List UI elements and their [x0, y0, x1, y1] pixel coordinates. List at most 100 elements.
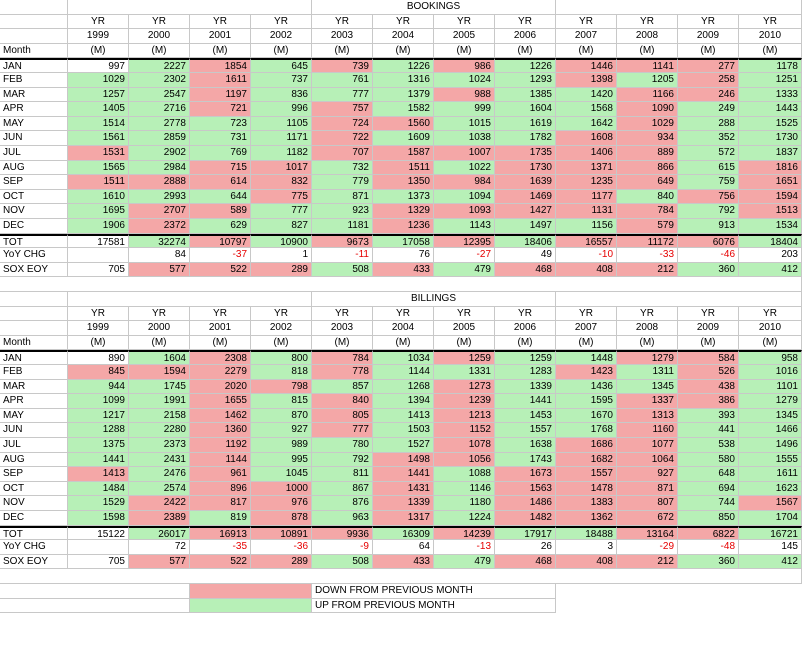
billings-value-cell: 1064 — [617, 452, 678, 468]
bookings-yr-label: YR — [373, 14, 434, 30]
bookings-value-cell: 1029 — [617, 116, 678, 132]
bookings-units-header: (M) — [129, 43, 190, 59]
billings-value-cell: 840 — [312, 394, 373, 409]
bookings-value-cell: 739 — [312, 58, 373, 73]
billings-year-header: 2008 — [617, 321, 678, 336]
bookings-value-cell: 871 — [312, 189, 373, 205]
billings-row-label: DEC — [0, 511, 68, 526]
billings-value-cell: 1563 — [495, 481, 556, 497]
bookings-value-cell: 572 — [678, 146, 739, 161]
billings-units-header: (M) — [617, 335, 678, 351]
billings-title: BILLINGS — [312, 292, 556, 307]
bookings-value-cell: 1619 — [495, 116, 556, 132]
billings-value-cell: 1448 — [556, 350, 617, 365]
bookings-value-cell: 1017 — [251, 160, 312, 176]
bookings-value-cell: 203 — [739, 248, 802, 263]
bookings-value-cell: 721 — [190, 102, 251, 117]
bookings-value-cell: 1730 — [495, 160, 556, 176]
billings-value-cell: 1268 — [373, 379, 434, 395]
bookings-year-header: 2002 — [251, 29, 312, 44]
billings-units-header: (M) — [495, 335, 556, 351]
billings-value-cell: 1441 — [373, 467, 434, 482]
bookings-year-header: 2009 — [678, 29, 739, 44]
billings-value-cell: 705 — [68, 554, 129, 570]
billings-value-cell: 857 — [312, 379, 373, 395]
billings-value-cell: -35 — [190, 540, 251, 555]
billings-value-cell: 212 — [617, 554, 678, 570]
bookings-value-cell: 1015 — [434, 116, 495, 132]
billings-value-cell: 1273 — [434, 379, 495, 395]
bookings-value-cell: 1373 — [373, 189, 434, 205]
billings-value-cell: 10891 — [251, 525, 312, 541]
billings-year-header: 2004 — [373, 321, 434, 336]
bookings-value-cell: 2707 — [129, 204, 190, 219]
billings-value-cell: 2389 — [129, 511, 190, 526]
billings-value-cell: 1088 — [434, 467, 495, 482]
billings-value-cell: 468 — [495, 554, 556, 570]
bookings-yr-label: YR — [129, 14, 190, 30]
bookings-value-cell: 1837 — [739, 146, 802, 161]
billings-value-cell: 6822 — [678, 525, 739, 541]
bookings-value-cell: 84 — [129, 248, 190, 263]
bookings-value-cell: 731 — [190, 131, 251, 146]
bookings-value-cell: -10 — [556, 248, 617, 263]
billings-value-cell: 26017 — [129, 525, 190, 541]
legend-up-swatch — [190, 598, 312, 614]
bookings-value-cell: 649 — [617, 175, 678, 190]
bookings-value-cell: 1178 — [739, 58, 802, 73]
bookings-value-cell — [68, 248, 129, 263]
billings-value-cell: 1101 — [739, 379, 802, 395]
bookings-row-label: JUL — [0, 146, 68, 161]
bookings-value-cell: 412 — [739, 262, 802, 278]
billings-title-blank-left — [68, 292, 312, 307]
billings-value-cell: 1313 — [617, 408, 678, 424]
billings-row-label: MAY — [0, 408, 68, 424]
billings-yr-label: YR — [678, 306, 739, 322]
bookings-units-header: (M) — [739, 43, 802, 59]
bookings-value-cell: 11172 — [617, 233, 678, 249]
bookings-row-label: MAR — [0, 87, 68, 103]
billings-value-cell: 577 — [129, 554, 190, 570]
billings-units-header: (M) — [312, 335, 373, 351]
bookings-value-cell: 1038 — [434, 131, 495, 146]
billings-value-cell: 14239 — [434, 525, 495, 541]
billings-value-cell: 1317 — [373, 511, 434, 526]
billings-yr-label: YR — [190, 306, 251, 322]
billings-year-header: 2006 — [495, 321, 556, 336]
bookings-year-header: 2006 — [495, 29, 556, 44]
bookings-value-cell: 1226 — [373, 58, 434, 73]
bookings-value-cell: 18406 — [495, 233, 556, 249]
billings-value-cell: 360 — [678, 554, 739, 570]
billings-value-cell: 798 — [251, 379, 312, 395]
bookings-units-header: (M) — [434, 43, 495, 59]
bookings-value-cell: 1582 — [373, 102, 434, 117]
bookings-value-cell: 761 — [312, 73, 373, 88]
billings-value-cell: 1431 — [373, 481, 434, 497]
legend-up-label: UP FROM PREVIOUS MONTH — [312, 598, 556, 614]
billings-value-cell: 1478 — [556, 481, 617, 497]
bookings-value-cell: 16557 — [556, 233, 617, 249]
billings-value-cell: 1339 — [373, 496, 434, 511]
billings-yr-label: YR — [251, 306, 312, 322]
billings-value-cell: 744 — [678, 496, 739, 511]
bookings-row-label: AUG — [0, 160, 68, 176]
billings-value-cell: 1345 — [617, 379, 678, 395]
billings-value-cell: 1339 — [495, 379, 556, 395]
bookings-value-cell: -33 — [617, 248, 678, 263]
bookings-units-header: (M) — [373, 43, 434, 59]
bookings-row-label: NOV — [0, 204, 68, 219]
billings-value-cell: 890 — [68, 350, 129, 365]
billings-units-header: (M) — [556, 335, 617, 351]
billings-value-cell: 1283 — [495, 365, 556, 380]
bookings-value-cell: 1316 — [373, 73, 434, 88]
bookings-value-cell: 1105 — [251, 116, 312, 132]
bookings-value-cell: 2984 — [129, 160, 190, 176]
bookings-row-label: SEP — [0, 175, 68, 190]
billings-value-cell: 1527 — [373, 438, 434, 453]
billings-value-cell: 522 — [190, 554, 251, 570]
bookings-value-cell: 2993 — [129, 189, 190, 205]
billings-value-cell: 72 — [129, 540, 190, 555]
billings-value-cell: 1000 — [251, 481, 312, 497]
billings-value-cell: 1557 — [556, 467, 617, 482]
bookings-value-cell: 508 — [312, 262, 373, 278]
